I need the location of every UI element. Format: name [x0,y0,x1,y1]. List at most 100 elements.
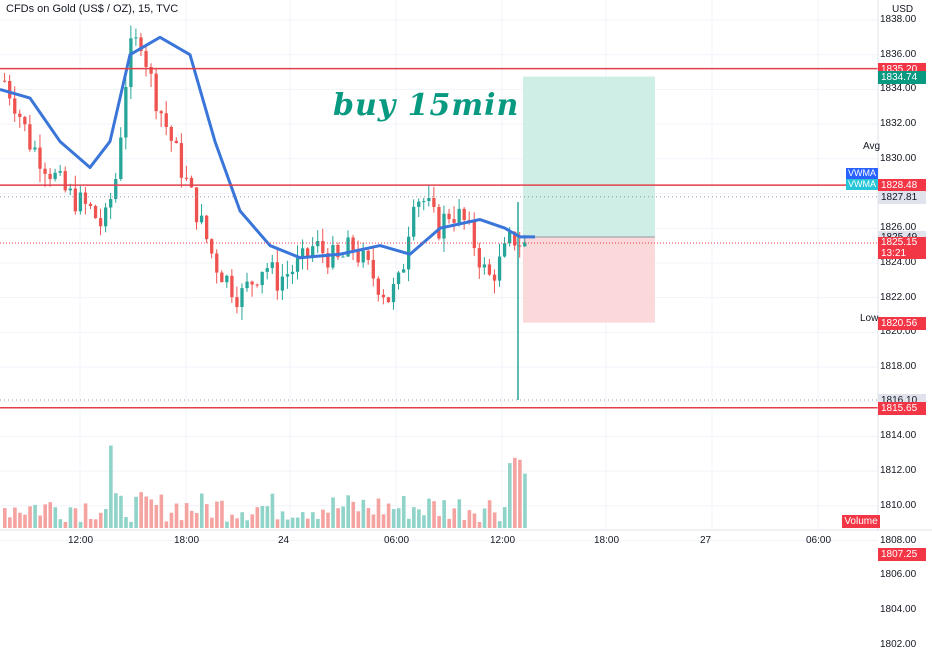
candle-body [73,188,77,212]
candle-body [189,177,194,188]
candle-body [215,253,219,273]
candle-body [321,241,325,254]
price-tag: 1828.48 [878,179,926,193]
volume-bar [376,498,381,528]
volume-bar [417,509,421,528]
candle-body [497,256,502,281]
volume-bar [205,504,209,528]
candle-body [447,213,451,220]
volume-bar [134,496,138,528]
volume-bar [154,504,159,528]
candle-body [78,192,83,212]
candle-body [492,274,497,281]
candle-body [230,275,234,298]
volume-bar [149,499,154,528]
volume-bar [492,512,497,528]
price-chart[interactable] [0,0,932,550]
candle-body [240,288,244,308]
volume-bar [240,512,244,528]
candle-body [58,171,62,173]
candle-body [311,246,315,257]
time-tick: 18:00 [594,535,620,546]
candle-body [482,264,487,268]
volume-bar [518,459,522,528]
buy-annotation[interactable]: buy 15min [333,88,520,123]
candle-body [502,243,507,257]
volume-bar [174,503,179,528]
price-tick: 1824.00 [880,256,917,268]
candle-body [306,248,310,257]
volume-bar [396,508,401,528]
candle-body [159,111,163,114]
volume-bar [412,507,416,528]
volume-bar [164,521,169,528]
candle-body [13,98,17,114]
candle-body [412,206,416,237]
candle-body [53,172,57,180]
volume-bar [68,507,73,528]
price-tick: 1822.00 [880,291,917,303]
volume-label[interactable]: Volume [842,515,880,528]
volume-bar [422,515,426,528]
volume-bar [487,500,492,528]
profit-zone [523,76,655,238]
candle-body [477,248,481,268]
volume-bar [513,457,517,528]
candle-body [346,237,350,257]
volume-bar [432,501,436,528]
candle-body [199,215,204,223]
volume-bars [3,445,527,528]
candle-body [487,264,492,275]
candle-body [265,268,269,272]
volume-bar [13,507,17,528]
loss-zone [523,237,655,323]
volume-bar [18,512,22,528]
volume-bar [119,495,123,528]
candle-body [270,262,274,269]
volume-bar [346,495,350,528]
volume-bar [311,512,315,528]
candle-body [417,201,421,207]
candle-body [472,220,476,249]
candle-body [83,192,88,204]
candle-body [119,137,123,180]
price-tick: 1820.00 [880,326,917,338]
volume-bar [341,506,345,528]
volume-bar [109,445,113,528]
candle-body [38,147,42,169]
candle-body [210,239,214,254]
symbol-title[interactable]: CFDs on Gold (US$ / OZ), 15, TVC [6,3,179,15]
volume-bar [321,509,325,528]
volume-bar [179,520,184,528]
candle-body [341,256,345,258]
volume-bar [371,514,376,528]
volume-bar [199,493,204,528]
price-tick: 1818.00 [880,361,917,372]
volume-bar [23,514,27,528]
candle-body [255,284,259,286]
price-tick: 1826.00 [880,222,917,234]
volume-bar [351,501,356,528]
price-tick: 1810.00 [880,499,917,511]
candle-body [386,297,391,303]
candle-body [134,37,138,39]
volume-bar [290,517,295,528]
candle-body [43,168,47,174]
time-tick: 12:00 [490,535,516,546]
candle-body [361,250,365,263]
candle-body [391,283,396,303]
currency-label: USD [892,4,914,15]
candle-body [88,203,93,207]
volume-bar [194,513,199,528]
volume-bar [43,504,47,528]
avg-label: Avg [863,141,881,152]
candle-body [184,177,189,179]
time-tick: 12:00 [68,535,94,546]
volume-bar [523,473,527,528]
volume-bar [230,514,234,528]
volume-bar [462,519,467,528]
volume-bar [502,507,507,528]
candle-body [124,87,128,138]
price-tick: 1832.00 [880,118,917,130]
volume-bar [220,500,224,528]
